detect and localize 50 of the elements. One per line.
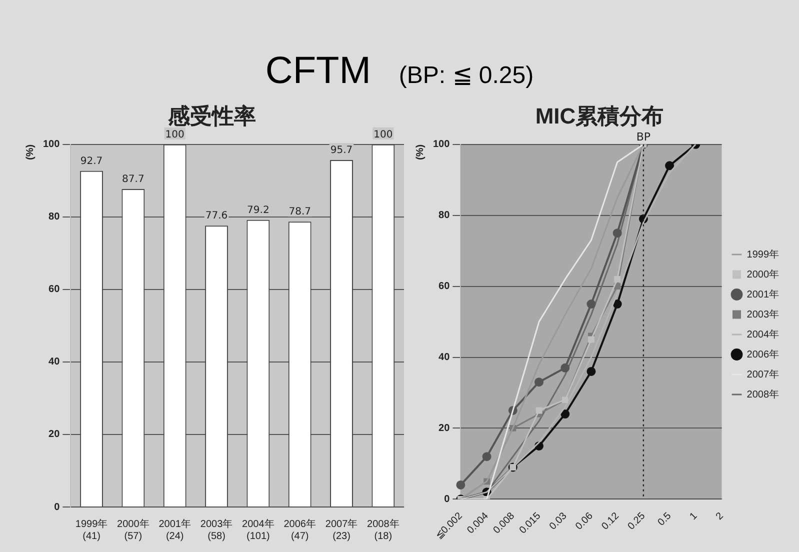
- legend-label: 1999年: [746, 248, 780, 260]
- y-tick-label: 0: [54, 502, 60, 513]
- y-tick-label: 100: [432, 139, 450, 150]
- data-label: 95.7: [330, 144, 353, 156]
- x-tick-label: 2001年 (24): [158, 518, 191, 542]
- x-tick-label: 0.25: [626, 510, 648, 532]
- data-label: 87.7: [122, 174, 144, 185]
- legend-label: 2001年: [746, 288, 780, 300]
- ref-line-label: BP: [636, 130, 651, 144]
- text: CFTM: [265, 50, 371, 92]
- data-label: 78.7: [288, 206, 311, 218]
- y-tick-label: 60: [438, 281, 450, 292]
- y-tick-label: 60: [48, 284, 60, 296]
- y-tick-label: 80: [48, 212, 60, 223]
- y-tick-label: 100: [42, 139, 60, 150]
- x-tick-label: 2006年 (47): [284, 518, 316, 542]
- y-axis-title: (%): [24, 144, 36, 160]
- x-tick-label: 2003年 (58): [200, 518, 233, 542]
- x-tick-label: 1999年 (41): [75, 518, 108, 542]
- x-tick-label: 2: [714, 510, 726, 522]
- x-tick-label: 0.5: [656, 510, 674, 528]
- x-tick-label: 2004年 (101): [242, 518, 274, 542]
- x-tick-label: 2007年 (23): [325, 518, 358, 542]
- data-label: 79.2: [247, 204, 270, 216]
- legend-label: 2000年: [746, 268, 780, 280]
- legend-label: 2003年: [746, 308, 780, 320]
- legend-label: 2006年: [746, 348, 780, 360]
- y-tick-label: 40: [438, 352, 450, 364]
- data-label: 100: [374, 129, 393, 140]
- x-tick-label: 0.12: [600, 510, 622, 532]
- chart-title: MIC累積分布: [535, 103, 664, 128]
- legend-label: 2007年: [746, 368, 780, 380]
- y-tick-label: 20: [48, 429, 60, 440]
- chart-title: 感受性率: [167, 103, 256, 128]
- y-tick-label: 0: [444, 494, 450, 505]
- legend-label: 2004年: [746, 328, 780, 340]
- x-tick-label: 0.06: [574, 510, 596, 532]
- data-label: 100: [165, 129, 184, 140]
- y-tick-label: 40: [48, 356, 60, 368]
- y-tick-label: 20: [438, 422, 450, 434]
- text: (BP: ≦ 0.25): [398, 62, 534, 89]
- legend-label: 2008年: [746, 388, 780, 400]
- data-label: 92.7: [80, 156, 103, 167]
- data-label: 77.6: [205, 210, 228, 222]
- x-tick-label: 0.03: [548, 510, 570, 532]
- x-tick-label: 2008年 (18): [367, 518, 400, 542]
- x-tick-label: 2000年 (57): [117, 518, 150, 542]
- y-axis-title: (%): [414, 144, 426, 160]
- y-tick-label: 80: [438, 210, 450, 222]
- x-tick-label: 1: [688, 510, 700, 522]
